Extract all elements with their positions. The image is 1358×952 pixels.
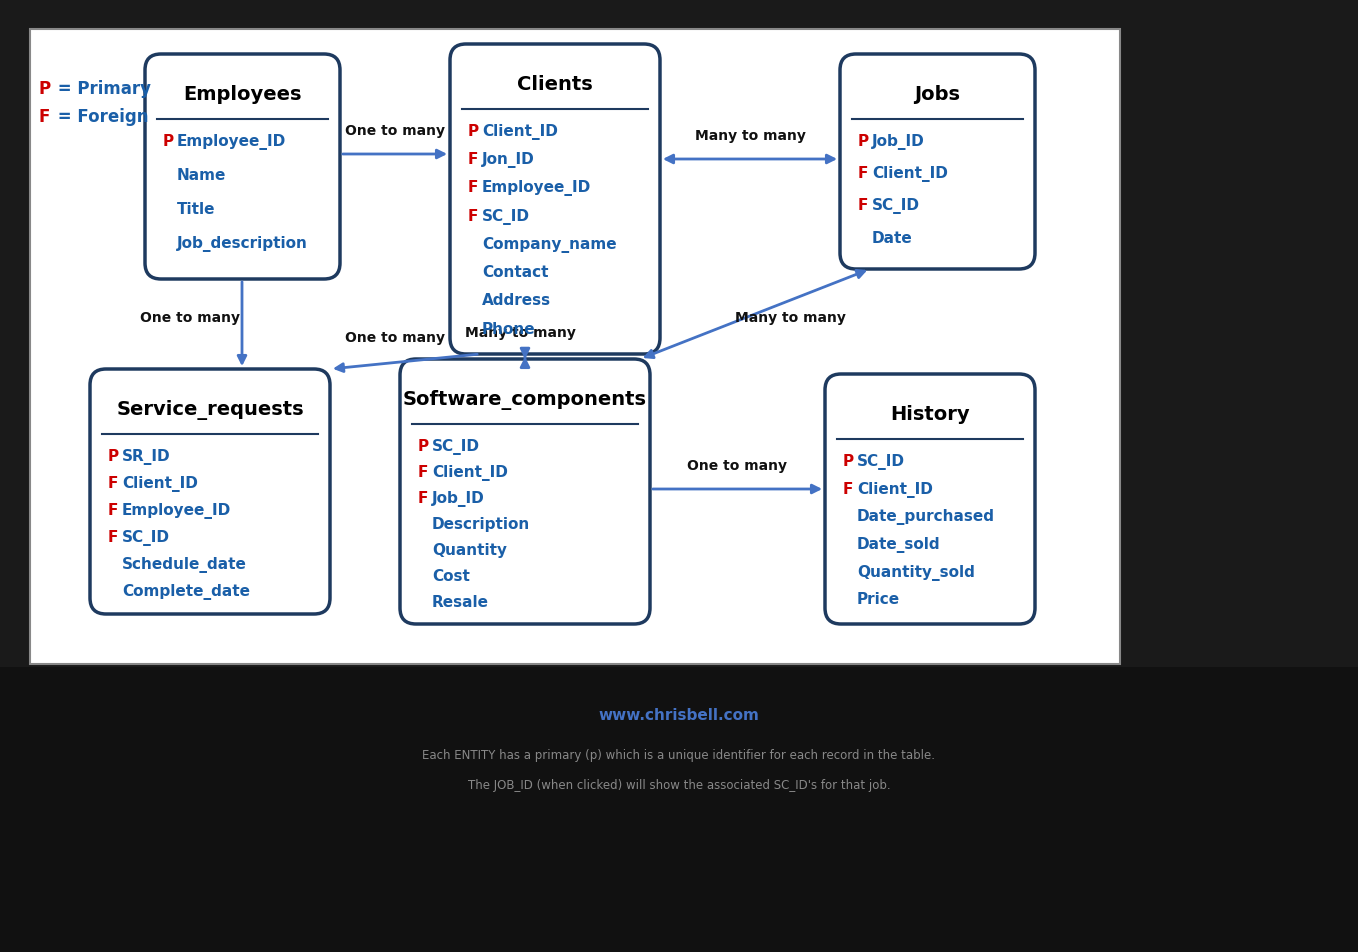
Text: Price: Price: [857, 592, 900, 606]
Text: www.chrisbell.com: www.chrisbell.com: [599, 706, 759, 722]
Text: One to many: One to many: [345, 330, 445, 345]
Text: Quantity_sold: Quantity_sold: [857, 565, 975, 580]
Text: Employee_ID: Employee_ID: [177, 134, 287, 149]
Text: Client_ID: Client_ID: [857, 481, 933, 497]
Text: Job_ID: Job_ID: [872, 134, 925, 149]
FancyBboxPatch shape: [841, 55, 1035, 269]
Text: P: P: [109, 448, 120, 464]
Text: F: F: [109, 503, 118, 517]
Text: Jobs: Jobs: [914, 85, 960, 104]
Text: Quantity: Quantity: [432, 543, 507, 558]
Text: Client_ID: Client_ID: [122, 475, 198, 491]
Text: Date: Date: [872, 230, 913, 246]
Text: F: F: [418, 465, 428, 480]
FancyBboxPatch shape: [826, 374, 1035, 625]
Text: SC_ID: SC_ID: [872, 198, 919, 214]
Text: Company_name: Company_name: [482, 237, 617, 252]
Text: P: P: [38, 80, 50, 98]
Text: Date_purchased: Date_purchased: [857, 509, 995, 525]
Text: Resale: Resale: [432, 594, 489, 609]
Text: Employees: Employees: [183, 85, 301, 104]
Text: Employee_ID: Employee_ID: [482, 180, 591, 196]
Text: Title: Title: [177, 202, 216, 217]
Text: Client_ID: Client_ID: [432, 465, 508, 481]
Text: The JOB_ID (when clicked) will show the associated SC_ID's for that job.: The JOB_ID (when clicked) will show the …: [467, 778, 891, 791]
Text: P: P: [418, 439, 429, 453]
Text: Date_sold: Date_sold: [857, 537, 941, 552]
Text: F: F: [109, 529, 118, 545]
Text: F: F: [469, 152, 478, 167]
Text: SC_ID: SC_ID: [482, 208, 530, 225]
Text: Schedule_date: Schedule_date: [122, 556, 247, 572]
Text: P: P: [858, 134, 869, 149]
Text: SC_ID: SC_ID: [122, 529, 170, 545]
Text: Each ENTITY has a primary (p) which is a unique identifier for each record in th: Each ENTITY has a primary (p) which is a…: [422, 747, 936, 761]
Text: Cost: Cost: [432, 568, 470, 584]
Text: F: F: [469, 208, 478, 224]
Text: Employee_ID: Employee_ID: [122, 503, 231, 518]
Text: F: F: [469, 180, 478, 195]
Text: F: F: [109, 475, 118, 490]
Text: One to many: One to many: [687, 459, 788, 472]
Text: Address: Address: [482, 293, 551, 308]
Text: P: P: [843, 453, 854, 468]
FancyBboxPatch shape: [401, 360, 650, 625]
Text: Many to many: Many to many: [735, 310, 846, 325]
Text: Client_ID: Client_ID: [872, 166, 948, 182]
FancyBboxPatch shape: [145, 55, 340, 280]
Text: Software_components: Software_components: [403, 389, 646, 409]
Text: F: F: [843, 481, 853, 496]
Text: History: History: [891, 405, 970, 424]
Text: Description: Description: [432, 516, 530, 531]
Text: F: F: [418, 490, 428, 506]
Text: Complete_date: Complete_date: [122, 583, 250, 599]
Text: Job_ID: Job_ID: [432, 490, 485, 506]
Text: Many to many: Many to many: [694, 129, 805, 143]
Text: Job_description: Job_description: [177, 236, 308, 251]
Text: Client_ID: Client_ID: [482, 124, 558, 140]
Text: Jon_ID: Jon_ID: [482, 152, 535, 169]
Text: Many to many: Many to many: [464, 326, 576, 340]
Text: Service_requests: Service_requests: [117, 400, 304, 420]
FancyBboxPatch shape: [0, 667, 1358, 952]
Text: F: F: [38, 108, 49, 126]
Text: SC_ID: SC_ID: [432, 439, 479, 454]
Text: = Foreign: = Foreign: [52, 108, 148, 126]
Text: F: F: [858, 198, 868, 213]
Text: F: F: [858, 166, 868, 181]
FancyBboxPatch shape: [30, 30, 1120, 664]
Text: P: P: [163, 134, 174, 149]
Text: Phone: Phone: [482, 322, 535, 336]
Text: = Primary: = Primary: [52, 80, 151, 98]
FancyBboxPatch shape: [90, 369, 330, 614]
Text: Clients: Clients: [517, 75, 593, 94]
Text: P: P: [469, 124, 479, 139]
Text: Name: Name: [177, 168, 227, 183]
Text: One to many: One to many: [345, 124, 445, 138]
FancyBboxPatch shape: [449, 45, 660, 355]
Text: One to many: One to many: [140, 310, 240, 325]
Text: SR_ID: SR_ID: [122, 448, 171, 465]
Text: SC_ID: SC_ID: [857, 453, 904, 469]
Text: Contact: Contact: [482, 265, 549, 280]
